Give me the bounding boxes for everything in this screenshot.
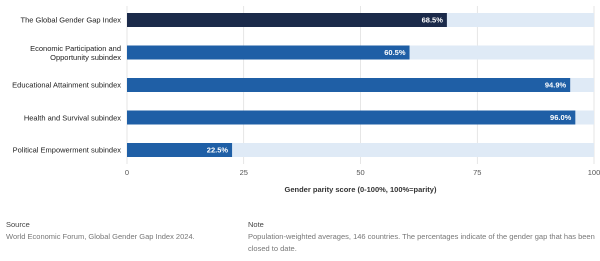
x-tick-label: 50 bbox=[356, 168, 364, 177]
note-text: Population-weighted averages, 146 countr… bbox=[248, 232, 595, 253]
x-tick-label: 0 bbox=[125, 168, 129, 177]
value-label: 22.5% bbox=[207, 145, 229, 154]
y-tick-label: Political Empowerment subindex bbox=[12, 145, 121, 155]
y-tick-label: The Global Gender Gap Index bbox=[20, 15, 121, 25]
value-label: 68.5% bbox=[422, 15, 444, 24]
y-tick-label: Health and Survival subindex bbox=[23, 113, 121, 122]
bar-track bbox=[127, 143, 594, 157]
source-label: Source bbox=[6, 220, 30, 229]
bar bbox=[127, 110, 576, 125]
x-tick-label: 75 bbox=[473, 168, 481, 177]
bar bbox=[127, 143, 233, 157]
bar bbox=[127, 45, 410, 60]
value-label: 60.5% bbox=[384, 48, 406, 57]
x-tick-label: 100 bbox=[588, 168, 600, 177]
y-tick-label: Educational Attainment subindex bbox=[12, 80, 121, 90]
note-label: Note bbox=[248, 220, 264, 229]
bar bbox=[127, 13, 447, 27]
bar bbox=[127, 78, 571, 92]
value-label: 94.9% bbox=[545, 80, 567, 89]
y-tick-label: Economic Participation and Opportunity s… bbox=[30, 43, 121, 62]
x-axis-title: Gender parity score (0-100%, 100%=parity… bbox=[285, 185, 437, 194]
x-tick-label: 25 bbox=[240, 168, 248, 177]
value-label: 96.0% bbox=[550, 113, 572, 122]
source-text: World Economic Forum, Global Gender Gap … bbox=[6, 232, 195, 241]
